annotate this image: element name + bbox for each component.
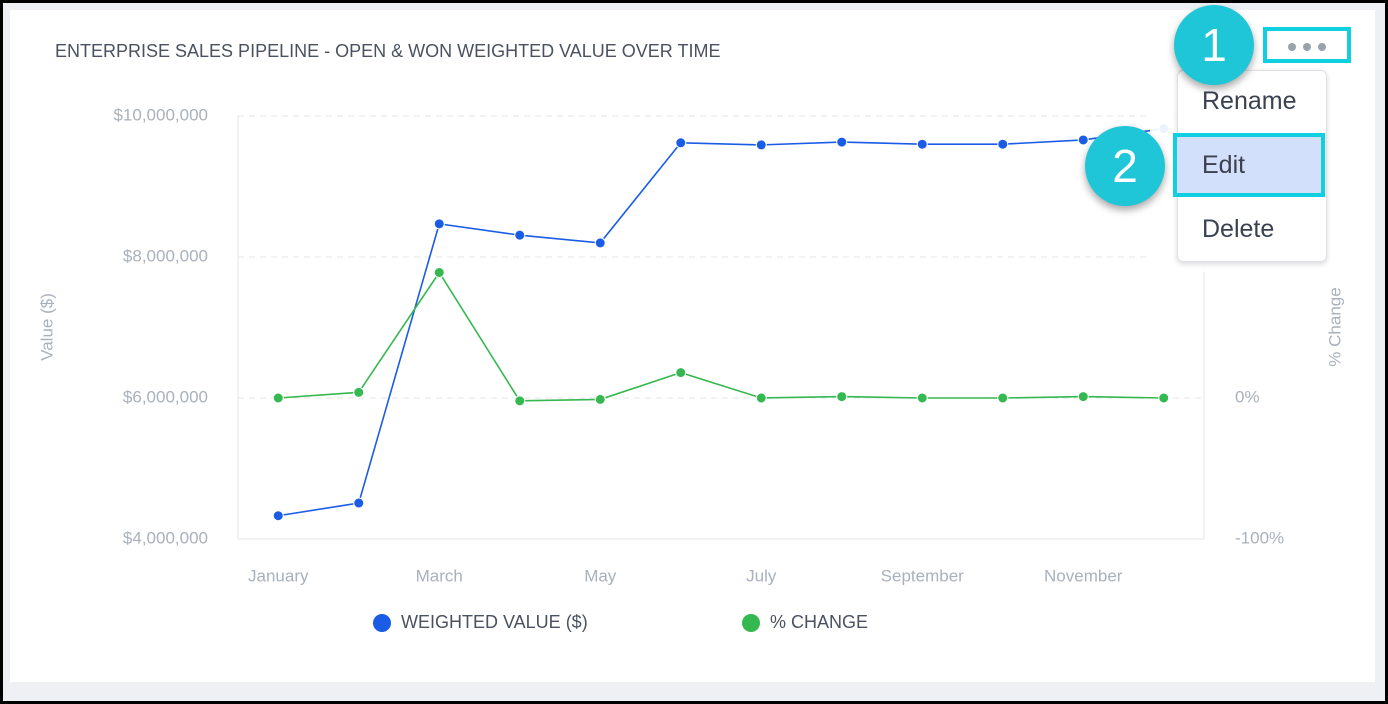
- menu-item[interactable]: Edit: [1202, 151, 1246, 179]
- x-tick-label: May: [584, 566, 617, 585]
- data-point: [675, 367, 687, 379]
- series-line: [278, 127, 1164, 517]
- data-point: [836, 136, 848, 148]
- y-tick-label: $10,000,000: [113, 105, 208, 124]
- data-point: [594, 237, 606, 249]
- x-tick-label: January: [248, 566, 309, 585]
- legend-label: % CHANGE: [770, 612, 868, 632]
- legend-marker: [373, 614, 391, 632]
- data-point: [755, 392, 767, 404]
- data-point: [272, 510, 284, 522]
- data-point: [594, 393, 606, 405]
- data-point: [353, 497, 365, 509]
- menu-item[interactable]: Delete: [1202, 215, 1275, 243]
- data-point: [433, 218, 445, 230]
- menu-item[interactable]: Rename: [1202, 87, 1297, 115]
- callout: 1: [1174, 5, 1254, 85]
- data-point: [514, 395, 526, 407]
- data-point: [755, 139, 767, 151]
- x-tick-label: March: [416, 566, 463, 585]
- more-button[interactable]: [1263, 27, 1351, 63]
- data-point: [1158, 392, 1170, 404]
- data-point: [433, 267, 445, 279]
- y-tick-label: $6,000,000: [123, 387, 208, 406]
- data-point: [836, 391, 848, 403]
- legend-label: WEIGHTED VALUE ($): [401, 612, 588, 632]
- chart-title: ENTERPRISE SALES PIPELINE - OPEN & WON W…: [55, 41, 720, 61]
- series-line: [278, 271, 1164, 402]
- y-tick-label: $8,000,000: [123, 246, 208, 265]
- x-tick-label: September: [881, 566, 964, 585]
- data-point: [916, 392, 928, 404]
- data-point: [916, 138, 928, 150]
- y-axis-label: Value ($): [37, 293, 56, 361]
- y2-tick-label: 0%: [1235, 387, 1260, 406]
- x-tick-label: November: [1044, 566, 1123, 585]
- data-point: [1077, 391, 1089, 403]
- data-point: [1077, 134, 1089, 146]
- x-tick-label: July: [746, 566, 777, 585]
- y-tick-label: $4,000,000: [123, 528, 208, 547]
- legend-marker: [742, 614, 760, 632]
- callout: 2: [1085, 126, 1165, 206]
- data-point: [272, 392, 284, 404]
- data-point: [353, 386, 365, 398]
- data-point: [997, 392, 1009, 404]
- y2-axis-label: % Change: [1325, 287, 1344, 366]
- menu-highlight[interactable]: [1173, 133, 1325, 197]
- y2-tick-label: -100%: [1235, 528, 1284, 547]
- data-point: [675, 137, 687, 149]
- data-point: [997, 138, 1009, 150]
- data-point: [514, 229, 526, 241]
